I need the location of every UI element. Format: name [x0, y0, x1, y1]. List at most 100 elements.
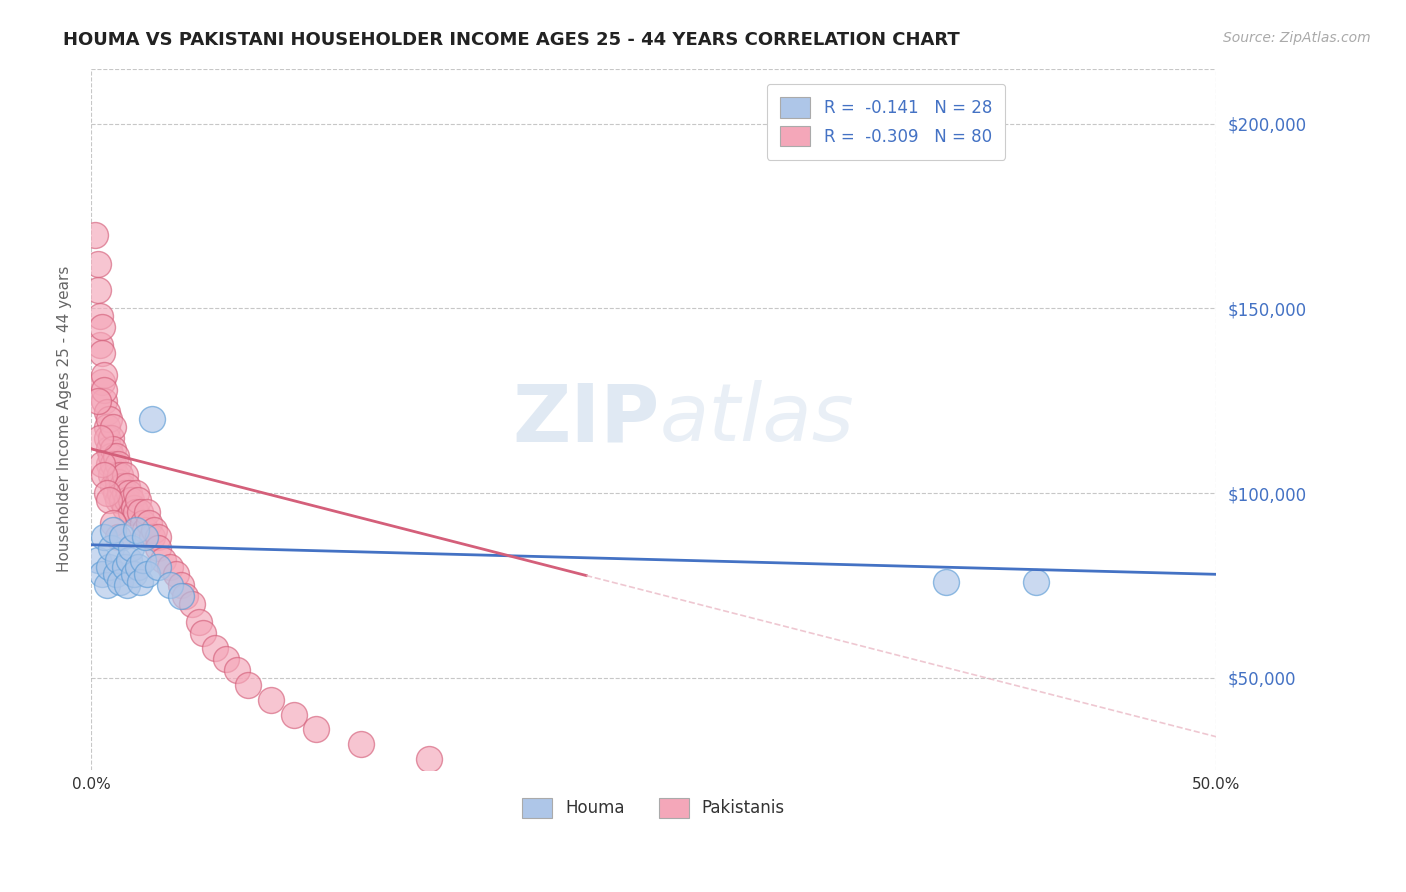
Point	[120, 504, 142, 518]
Point	[141, 412, 163, 426]
Point	[91, 346, 114, 360]
Point	[97, 493, 120, 508]
Point	[141, 530, 163, 544]
Point	[97, 457, 120, 471]
Point	[89, 338, 111, 352]
Text: atlas: atlas	[659, 380, 853, 458]
Point	[118, 552, 141, 566]
Point	[104, 486, 127, 500]
Point	[129, 574, 152, 589]
Point	[107, 552, 129, 566]
Point	[238, 678, 260, 692]
Point	[125, 523, 148, 537]
Point	[120, 541, 142, 556]
Point	[108, 574, 131, 589]
Point	[96, 486, 118, 500]
Point	[96, 405, 118, 419]
Text: HOUMA VS PAKISTANI HOUSEHOLDER INCOME AGES 25 - 44 YEARS CORRELATION CHART: HOUMA VS PAKISTANI HOUSEHOLDER INCOME AG…	[63, 31, 960, 49]
Point	[108, 486, 131, 500]
Point	[159, 560, 181, 574]
Point	[166, 567, 188, 582]
Point	[97, 560, 120, 574]
Point	[107, 493, 129, 508]
Point	[226, 663, 249, 677]
Point	[114, 500, 136, 515]
Point	[115, 578, 138, 592]
Legend: Houma, Pakistanis: Houma, Pakistanis	[516, 791, 792, 825]
Point	[188, 615, 211, 630]
Point	[96, 578, 118, 592]
Point	[125, 486, 148, 500]
Point	[174, 590, 197, 604]
Point	[204, 641, 226, 656]
Point	[104, 467, 127, 482]
Point	[96, 419, 118, 434]
Point	[107, 530, 129, 544]
Point	[111, 493, 134, 508]
Point	[91, 320, 114, 334]
Point	[115, 479, 138, 493]
Point	[103, 419, 125, 434]
Point	[96, 431, 118, 445]
Point	[148, 541, 170, 556]
Point	[93, 467, 115, 482]
Point	[118, 486, 141, 500]
Point	[93, 393, 115, 408]
Point	[134, 523, 156, 537]
Point	[170, 590, 193, 604]
Point	[1025, 574, 1047, 589]
Point	[125, 504, 148, 518]
Point	[142, 523, 165, 537]
Text: ZIP: ZIP	[512, 380, 659, 458]
Point	[170, 578, 193, 592]
Point	[108, 467, 131, 482]
Point	[127, 493, 149, 508]
Point	[86, 257, 108, 271]
Point	[97, 442, 120, 456]
Point	[107, 475, 129, 489]
Point	[100, 431, 122, 445]
Point	[84, 227, 107, 242]
Point	[89, 309, 111, 323]
Point	[120, 493, 142, 508]
Point	[122, 500, 145, 515]
Point	[97, 412, 120, 426]
Point	[129, 504, 152, 518]
Point	[136, 567, 159, 582]
Point	[111, 530, 134, 544]
Point	[283, 707, 305, 722]
Point	[104, 567, 127, 582]
Point	[935, 574, 957, 589]
Point	[350, 737, 373, 751]
Point	[93, 368, 115, 382]
Point	[114, 560, 136, 574]
Point	[100, 449, 122, 463]
Point	[114, 486, 136, 500]
Point	[107, 457, 129, 471]
Point	[100, 467, 122, 482]
Point	[138, 516, 160, 530]
Point	[131, 552, 153, 566]
Point	[103, 457, 125, 471]
Point	[89, 431, 111, 445]
Point	[93, 383, 115, 397]
Point	[193, 626, 215, 640]
Point	[148, 530, 170, 544]
Point	[103, 442, 125, 456]
Point	[104, 449, 127, 463]
Point	[115, 493, 138, 508]
Point	[122, 567, 145, 582]
Point	[136, 504, 159, 518]
Point	[93, 530, 115, 544]
Point	[111, 479, 134, 493]
Point	[260, 693, 283, 707]
Point	[91, 376, 114, 390]
Point	[127, 560, 149, 574]
Point	[91, 567, 114, 582]
Point	[91, 457, 114, 471]
Point	[103, 523, 125, 537]
Point	[134, 530, 156, 544]
Point	[215, 652, 238, 666]
Point	[305, 723, 328, 737]
Point	[103, 516, 125, 530]
